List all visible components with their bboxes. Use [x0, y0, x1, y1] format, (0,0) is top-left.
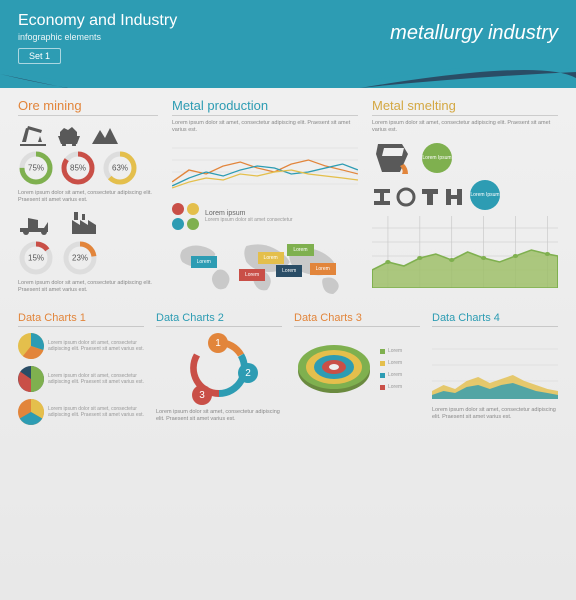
dc4-title: Data Charts 4 [432, 312, 558, 327]
donut-63: 63% [102, 150, 138, 186]
stacked-area [432, 335, 558, 399]
nested-donut [294, 337, 374, 397]
badge-green: Lorem Ipsum [422, 143, 452, 173]
badge-teal: Lorem Ipsum [470, 180, 500, 210]
ore-lorem-2: Lorem ipsum dolor sit amet, consectetur … [18, 280, 158, 294]
secondary-donuts: 15% 23% [18, 240, 158, 276]
pie-1 [18, 333, 44, 359]
mountain-icon [90, 122, 120, 146]
dot-red [172, 203, 184, 215]
dots-legend: Lorem ipsumLorem ipsum dolor sit amet co… [172, 203, 358, 230]
map-tag-2: Lorem [258, 252, 284, 264]
dc3-legend: Lorem Lorem Lorem Lorem [380, 348, 402, 390]
secondary-mining-icons [18, 210, 158, 236]
dot-teal [172, 218, 184, 230]
donut-75: 75% [18, 150, 54, 186]
dc1-title: Data Charts 1 [18, 312, 144, 327]
col-ore-mining: Ore mining 75% 85% 63% Lorem ipsum dolor… [18, 98, 158, 302]
crane-icon [18, 122, 48, 146]
dc2-title: Data Charts 2 [156, 312, 282, 327]
factory-icon [68, 210, 104, 236]
prod-lorem: Lorem ipsum dolor sit amet, consectetur … [172, 120, 358, 134]
col-metal-smelting: Metal smelting Lorem ipsum dolor sit ame… [372, 98, 558, 302]
pie-2 [18, 366, 44, 392]
data-charts-2: Data Charts 2 1 2 3 Lorem ipsum dolor si… [156, 312, 282, 428]
data-charts-1: Data Charts 1 Lorem ipsum dolor sit amet… [18, 312, 144, 428]
beams-icons [372, 187, 464, 207]
header-right-title: metallurgy industry [390, 22, 558, 45]
tbeam-icon [420, 187, 440, 207]
map-tag-3: Lorem [287, 244, 313, 256]
donut-85: 85% [60, 150, 96, 186]
dc4-lorem: Lorem ipsum dolor sit amet, consectetur … [432, 407, 558, 421]
data-charts-3: Data Charts 3 Lorem Lorem Lorem [294, 312, 420, 428]
dot-green [187, 218, 199, 230]
metal-smelting-title: Metal smelting [372, 98, 558, 116]
donut-15: 15% [18, 240, 54, 276]
metal-production-title: Metal production [172, 98, 358, 116]
dots-text: Lorem ipsumLorem ipsum dolor sit amet co… [205, 210, 293, 223]
col-metal-production: Metal production Lorem ipsum dolor sit a… [172, 98, 358, 302]
crucible-icon [372, 140, 416, 176]
hbeam-icon [444, 187, 464, 207]
area-chart [372, 216, 558, 288]
dumptruck-icon [18, 210, 54, 236]
primary-donuts: 75% 85% 63% [18, 150, 158, 186]
world-map: Lorem Lorem Lorem Lorem Lorem Lorem [172, 236, 358, 302]
pie-3 [18, 399, 44, 425]
header: Economy and Industry infographic element… [0, 0, 576, 88]
map-tag-6: Lorem [276, 265, 302, 277]
data-charts-4: Data Charts 4 Lorem ipsum dolor sit amet… [432, 312, 558, 428]
ibeam-icon [372, 187, 392, 207]
line-chart [172, 138, 358, 192]
bottom-charts: Data Charts 1 Lorem ipsum dolor sit amet… [18, 312, 558, 428]
content: Ore mining 75% 85% 63% Lorem ipsum dolor… [0, 88, 576, 600]
ore-lorem: Lorem ipsum dolor sit amet, consectetur … [18, 190, 158, 204]
map-tag-5: Lorem [239, 269, 265, 281]
cycle-diagram: 1 2 3 [184, 333, 254, 403]
infographic-frame: Economy and Industry infographic element… [0, 0, 576, 600]
pipe-icon [396, 187, 416, 207]
dc3-title: Data Charts 3 [294, 312, 420, 327]
set-badge: Set 1 [18, 48, 61, 64]
ore-mining-title: Ore mining [18, 98, 158, 116]
smelting-icons: Lorem Ipsum Lorem Ipsum [372, 140, 558, 210]
dot-yellow [187, 203, 199, 215]
smelt-lorem: Lorem ipsum dolor sit amet, consectetur … [372, 120, 558, 134]
map-tag-4: Lorem [310, 263, 336, 275]
donut-23: 23% [62, 240, 98, 276]
dc2-lorem: Lorem ipsum dolor sit amet, consectetur … [156, 409, 282, 423]
cycle-step-2: 2 [238, 363, 258, 383]
minecart-icon [54, 122, 84, 146]
map-tag-1: Lorem [191, 256, 217, 268]
mining-icons [18, 122, 158, 146]
